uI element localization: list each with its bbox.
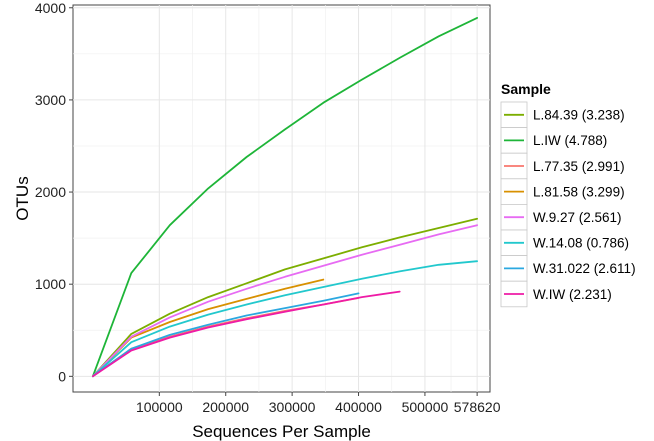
legend-label: W.31.022 (2.611) bbox=[533, 261, 636, 276]
legend-label: L.84.39 (3.238) bbox=[533, 108, 625, 123]
x-axis-title: Sequences Per Sample bbox=[192, 422, 371, 441]
y-tick-label: 0 bbox=[58, 368, 66, 384]
y-axis: 0 1000 2000 3000 4000 bbox=[35, 0, 73, 384]
major-gridlines bbox=[73, 5, 490, 392]
legend-title: Sample bbox=[501, 81, 551, 97]
x-tick-label: 100000 bbox=[136, 399, 183, 415]
x-tick-label: 300000 bbox=[269, 399, 316, 415]
legend-label: W.9.27 (2.561) bbox=[533, 210, 622, 225]
x-tick-label: 578620 bbox=[454, 399, 501, 415]
y-tick-label: 3000 bbox=[35, 92, 66, 108]
y-tick-label: 4000 bbox=[35, 0, 66, 16]
series-line bbox=[92, 292, 360, 378]
plot-area bbox=[72, 4, 491, 393]
series-line bbox=[92, 224, 479, 378]
legend: Sample L.84.39 (3.238) L.IW (4.788) L.77.3… bbox=[500, 81, 636, 308]
series-line bbox=[92, 260, 479, 378]
legend-label: L.77.35 (2.991) bbox=[533, 159, 625, 174]
x-tick-label: 400000 bbox=[335, 399, 382, 415]
series-line bbox=[92, 217, 479, 378]
legend-items: L.84.39 (3.238) L.IW (4.788) L.77.35 (2.99… bbox=[500, 101, 636, 308]
series-line bbox=[92, 16, 479, 378]
y-tick-label: 1000 bbox=[35, 276, 66, 292]
y-axis-title: OTUs bbox=[13, 176, 32, 220]
legend-label: L.IW (4.788) bbox=[533, 133, 607, 148]
x-axis: 100000 200000 300000 400000 500000 578620 bbox=[136, 392, 501, 415]
x-tick-label: 200000 bbox=[202, 399, 249, 415]
y-tick-label: 2000 bbox=[35, 184, 66, 200]
x-tick-label: 500000 bbox=[402, 399, 449, 415]
legend-label: L.81.58 (3.299) bbox=[533, 184, 625, 199]
series-line bbox=[92, 290, 401, 378]
legend-label: W.IW (2.231) bbox=[533, 287, 612, 302]
legend-label: W.14.08 (0.786) bbox=[533, 236, 629, 251]
series-lines bbox=[92, 16, 479, 378]
